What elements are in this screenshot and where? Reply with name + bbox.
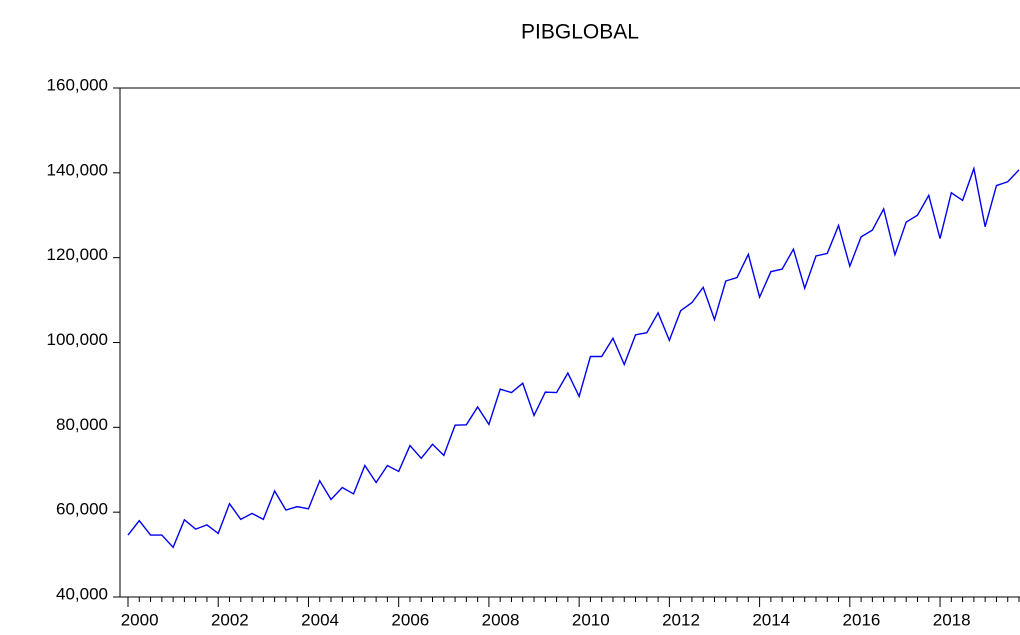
y-tick-label: 140,000 — [47, 160, 108, 179]
data-line — [127, 165, 1020, 549]
x-tick-label: 2018 — [933, 610, 971, 629]
x-tick-label: 2010 — [572, 610, 610, 629]
y-tick-label: 160,000 — [47, 75, 108, 94]
x-tick-label: 2008 — [482, 610, 520, 629]
y-tick-label: 80,000 — [56, 415, 108, 434]
y-tick-label: 100,000 — [47, 330, 108, 349]
y-tick-label: 120,000 — [47, 245, 108, 264]
x-tick-label: 2004 — [301, 610, 339, 629]
chart-title: PIBGLOBAL — [521, 21, 639, 44]
x-tick-label: 2016 — [843, 610, 881, 629]
y-tick-label: 40,000 — [56, 584, 108, 603]
x-tick-label: 2002 — [211, 610, 249, 629]
x-tick-label: 2006 — [391, 610, 429, 629]
x-tick-label: 2000 — [121, 610, 159, 629]
y-tick-label: 60,000 — [56, 500, 108, 519]
x-tick-label: 2014 — [752, 610, 790, 629]
x-tick-label: 2012 — [662, 610, 700, 629]
